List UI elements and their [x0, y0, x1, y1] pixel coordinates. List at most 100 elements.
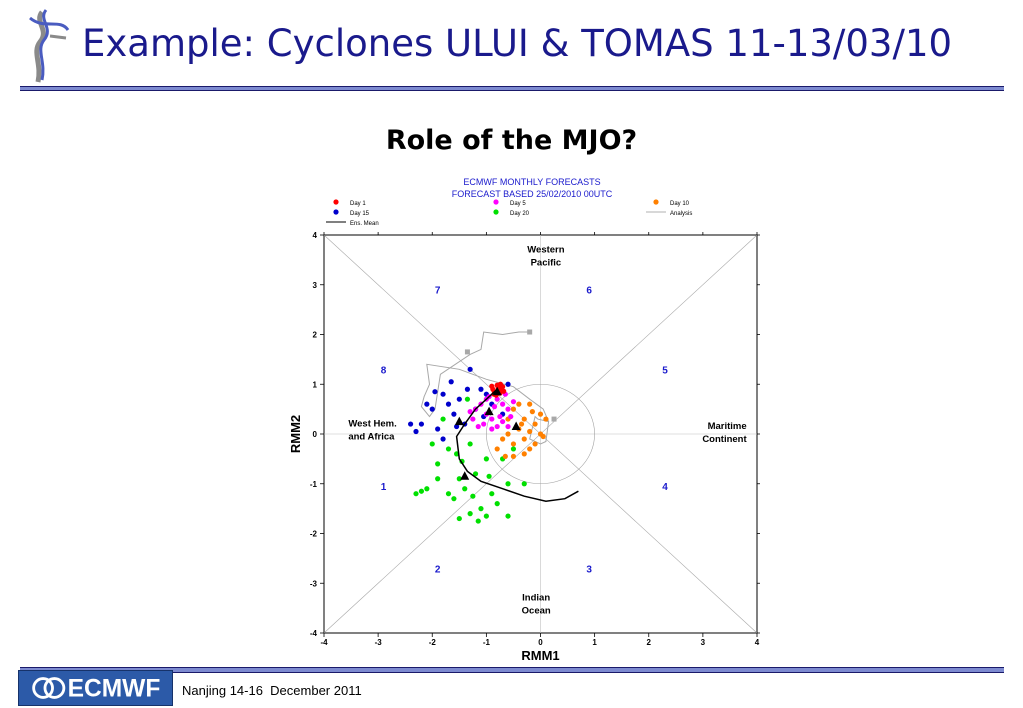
- data-point: [537, 411, 544, 417]
- region-label: Indian: [522, 593, 550, 604]
- ensemble-mean-line: [455, 388, 579, 502]
- data-point: [532, 441, 538, 447]
- x-tick-label: 4: [755, 638, 760, 647]
- data-point: [500, 436, 506, 442]
- data-point: [475, 518, 481, 524]
- data-point: [440, 416, 446, 422]
- data-point: [470, 416, 476, 422]
- x-tick-label: -4: [320, 638, 328, 647]
- data-point: [510, 441, 517, 447]
- mjo-phase-chart: ECMWF MONTHLY FORECASTS FORECAST BASED 25…: [288, 177, 760, 663]
- legend-marker: [493, 199, 499, 205]
- title-rule: [20, 86, 1004, 91]
- data-point: [475, 423, 481, 430]
- data-point: [467, 409, 473, 415]
- ecmwf-footer-logo: ECMWF: [18, 670, 173, 706]
- phase-label: 7: [435, 286, 441, 297]
- x-tick-label: 1: [592, 638, 597, 647]
- data-point: [489, 416, 495, 422]
- data-point: [527, 428, 533, 435]
- data-point: [505, 381, 511, 387]
- data-point: [494, 423, 500, 430]
- data-point: [481, 421, 487, 427]
- data-point: [418, 488, 425, 494]
- data-point: [483, 456, 489, 462]
- data-point: [521, 416, 527, 422]
- data-point: [445, 491, 452, 497]
- data-point: [445, 401, 452, 407]
- data-point: [505, 431, 511, 437]
- chart-title: ECMWF MONTHLY FORECASTS: [463, 177, 600, 187]
- data-point: [489, 491, 495, 497]
- phase-label: 5: [662, 365, 668, 376]
- ensemble-mean-marker: [454, 416, 464, 426]
- data-point: [505, 481, 511, 487]
- data-point: [532, 421, 538, 427]
- data-point: [418, 421, 425, 427]
- legend-label: Day 20: [510, 211, 530, 217]
- ensemble-mean-marker: [492, 386, 502, 396]
- data-point: [527, 401, 533, 407]
- data-point: [521, 481, 527, 487]
- data-point: [510, 446, 517, 452]
- data-point: [435, 426, 441, 432]
- region-label: Pacific: [531, 257, 562, 268]
- x-tick-label: 2: [647, 638, 652, 647]
- analysis-marker: [527, 329, 533, 335]
- data-point: [413, 491, 419, 497]
- x-axis-label: RMM1: [521, 648, 559, 663]
- legend-label: Analysis: [670, 211, 692, 217]
- data-point: [486, 473, 492, 479]
- footer-rule: [20, 667, 1004, 673]
- y-tick-label: -4: [310, 629, 318, 638]
- analysis-marker: [551, 416, 557, 422]
- data-point: [491, 404, 498, 410]
- phase-label: 4: [662, 482, 668, 493]
- data-point: [543, 416, 549, 422]
- slide-title: Example: Cyclones ULUI & TOMAS 11-13/03/…: [82, 22, 953, 65]
- slide-subtitle: Role of the MJO?: [385, 125, 638, 156]
- data-point: [424, 401, 430, 407]
- data-point: [516, 401, 522, 407]
- region-label: Western: [527, 244, 565, 255]
- y-tick-label: -2: [310, 530, 318, 539]
- y-tick-label: 2: [313, 331, 318, 340]
- data-point: [500, 418, 506, 425]
- ensemble-mean-marker: [511, 421, 521, 431]
- ensemble-mean-marker: [460, 471, 470, 480]
- data-point: [500, 401, 506, 407]
- phase-label: 2: [435, 564, 441, 575]
- data-point: [440, 391, 446, 397]
- ecmwf-bird-logo: [29, 9, 70, 83]
- y-tick-label: 3: [313, 281, 318, 290]
- data-point: [497, 381, 504, 387]
- y-tick-label: -1: [310, 480, 318, 489]
- data-point: [518, 421, 525, 427]
- data-point: [505, 406, 511, 412]
- data-point: [451, 411, 457, 417]
- phase-label: 1: [381, 482, 387, 493]
- y-axis-label: RMM2: [288, 415, 303, 453]
- data-point: [429, 441, 435, 447]
- data-point: [501, 388, 507, 394]
- legend-label: Day 15: [350, 211, 370, 217]
- x-tick-label: 3: [701, 638, 706, 647]
- data-point: [508, 413, 514, 420]
- data-point: [464, 386, 471, 392]
- phase-label: 8: [381, 365, 387, 376]
- data-point: [502, 453, 508, 459]
- analysis-marker: [464, 349, 470, 355]
- legend-marker: [653, 199, 659, 205]
- data-point: [432, 389, 438, 395]
- data-point: [462, 486, 468, 492]
- data-point: [435, 461, 441, 467]
- data-point: [454, 423, 460, 430]
- data-point: [424, 486, 430, 492]
- y-tick-label: 1: [313, 380, 318, 389]
- data-point: [467, 511, 473, 517]
- data-point: [451, 496, 457, 502]
- x-tick-label: -3: [375, 638, 383, 647]
- phase-label: 6: [586, 286, 592, 297]
- unit-circle: [486, 383, 595, 485]
- data-point: [429, 406, 435, 412]
